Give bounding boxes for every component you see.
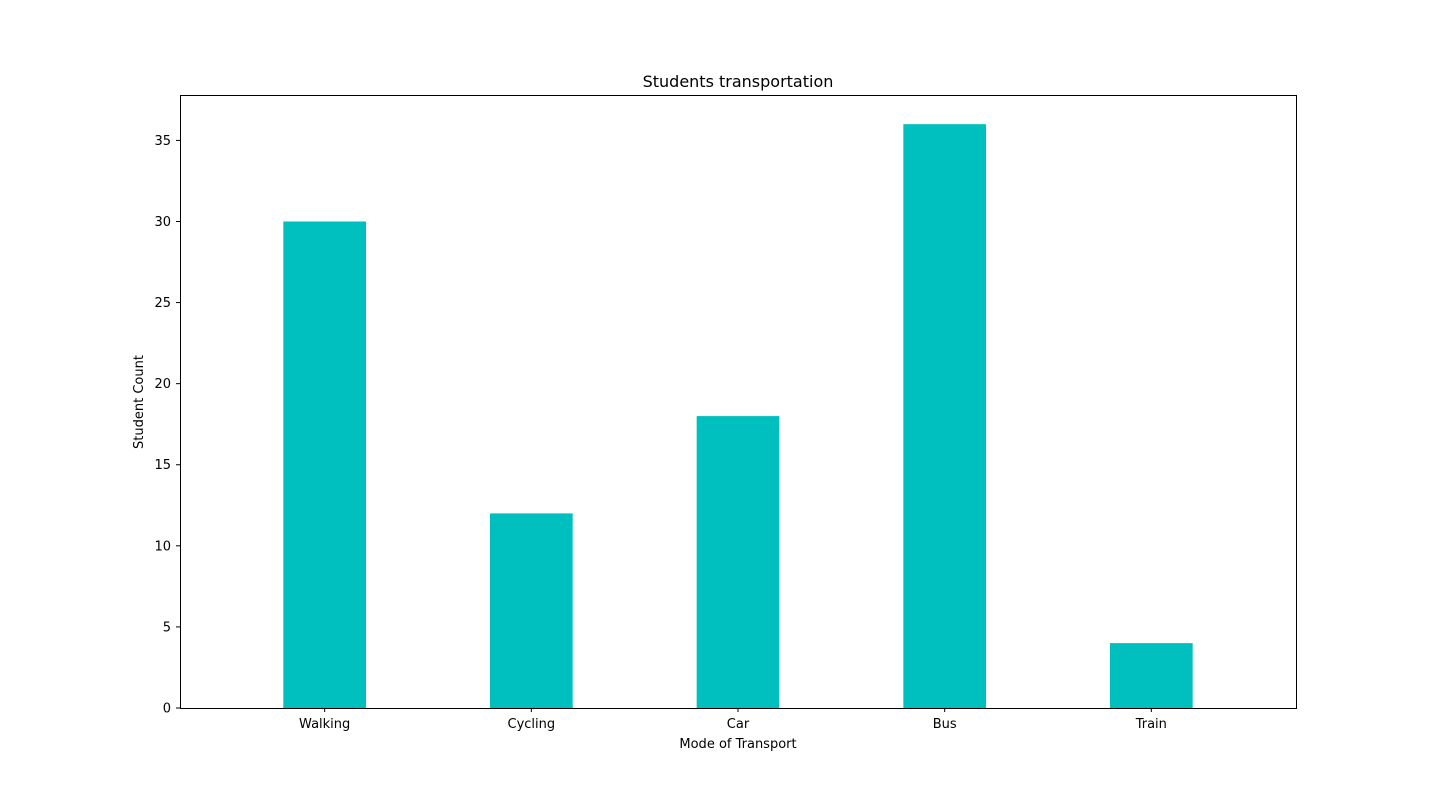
bar-car bbox=[696, 416, 780, 708]
x-tick-label: Cycling bbox=[508, 717, 556, 732]
y-tick-label: 20 bbox=[154, 377, 171, 392]
y-tick-label: 15 bbox=[154, 458, 171, 473]
y-tick-label: 0 bbox=[163, 702, 171, 717]
bar-train bbox=[1110, 643, 1193, 708]
y-tick-label: 35 bbox=[154, 134, 171, 149]
x-tick-label: Car bbox=[727, 717, 750, 732]
x-tick-label: Walking bbox=[299, 717, 350, 732]
y-axis: 0 5 10 15 20 25 30 35 bbox=[154, 134, 180, 717]
bar-cycling bbox=[490, 513, 573, 708]
y-tick-label: 30 bbox=[154, 215, 171, 230]
y-tick-label: 25 bbox=[154, 296, 171, 311]
x-axis: Walking Cycling Car Bus Train bbox=[299, 708, 1167, 732]
bar-bus bbox=[903, 124, 986, 708]
bar-walking bbox=[283, 221, 366, 709]
x-axis-label: Mode of Transport bbox=[679, 737, 796, 752]
y-tick-label: 10 bbox=[154, 539, 171, 554]
x-tick-label: Train bbox=[1135, 717, 1167, 732]
chart-title: Students transportation bbox=[643, 72, 834, 91]
x-tick-label: Bus bbox=[933, 717, 957, 732]
y-axis-label: Student Count bbox=[132, 355, 147, 449]
bars-layer bbox=[283, 124, 1193, 709]
y-tick-label: 5 bbox=[163, 620, 171, 635]
